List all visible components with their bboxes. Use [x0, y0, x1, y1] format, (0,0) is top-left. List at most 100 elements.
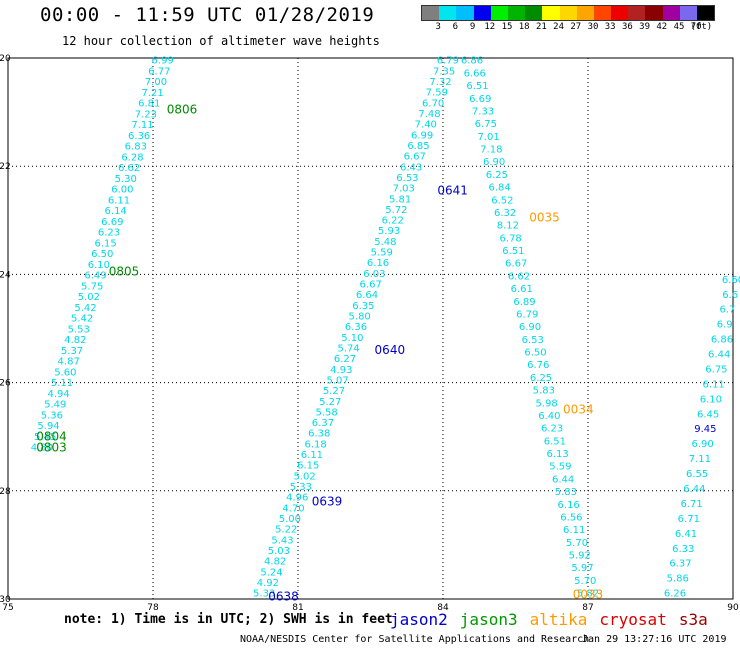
swh-value: 5.49 — [44, 400, 66, 411]
swh-value: 5.92 — [569, 551, 591, 562]
swh-value: 4.96 — [286, 493, 308, 504]
swh-value: 8.12 — [497, 221, 519, 232]
legend-swatch — [593, 6, 612, 20]
legend-swatch — [576, 6, 594, 20]
swh-value: 7.21 — [141, 88, 163, 99]
swh-value: 5.07 — [327, 375, 349, 386]
legend-label: 12 — [484, 22, 496, 32]
pass-label: 0033 — [573, 588, 604, 602]
swh-value: 6.81 — [138, 99, 160, 110]
swh-value: 6.62 — [508, 271, 530, 282]
swh-value: 6.51 — [466, 81, 488, 92]
swh-value: 7.32 — [429, 77, 451, 88]
legend-swatches — [421, 5, 716, 21]
swh-value: 5.27 — [319, 397, 341, 408]
swh-value: 5.86 — [667, 574, 689, 585]
swh-value: 6.66 — [464, 68, 486, 79]
swh-value: 5.93 — [378, 226, 400, 237]
swh-value: 6.62 — [118, 163, 140, 174]
lat-tick-label: 30 — [0, 595, 11, 605]
swh-value: 6.53 — [522, 335, 544, 346]
swh-value: 5.00 — [279, 514, 301, 525]
swh-value: 6.13 — [546, 449, 568, 460]
legend-swatch — [679, 6, 697, 20]
swh-value: 5.03 — [268, 546, 290, 557]
swh-value: 7.00 — [145, 77, 167, 88]
credit-text: NOAA/NESDIS Center for Satellite Applica… — [240, 634, 590, 645]
swh-value: 6.7 — [720, 305, 736, 316]
lon-tick-label: 78 — [147, 603, 159, 613]
swh-value: 7.40 — [415, 120, 437, 131]
swh-value: 7.01 — [477, 132, 499, 143]
swh-value: 7.03 — [393, 184, 415, 195]
swh-value: 4.80 — [31, 443, 53, 454]
swh-value: 6.14 — [105, 206, 127, 217]
swh-value: 6.9 — [717, 320, 733, 331]
swh-value: 7.23 — [135, 109, 157, 120]
swh-value: 5.82 — [577, 589, 599, 600]
swh-value: 6.51 — [502, 246, 524, 257]
generated-timestamp: Jan 29 13:27:16 UTC 2019 — [582, 634, 727, 645]
swh-value: 6.23 — [98, 228, 120, 239]
swh-value: 5.83 — [555, 487, 577, 498]
swh-value: 7.48 — [418, 109, 440, 120]
swh-value: 6.37 — [312, 418, 334, 429]
swh-value: 7.33 — [472, 106, 494, 117]
legend-label: 9 — [469, 22, 476, 32]
swh-value: 5.59 — [371, 248, 393, 259]
swh-value: 5.36 — [41, 410, 63, 421]
swh-value: 6.84 — [488, 183, 510, 194]
swh-value: 6.11 — [301, 450, 323, 461]
swh-value: 5.48 — [374, 237, 396, 248]
swh-value: 5.42 — [74, 303, 96, 314]
pass-label: 0804 — [36, 430, 67, 444]
swh-value: 5.11 — [51, 378, 73, 389]
legend-label: 30 — [587, 22, 599, 32]
swh-value: 5.97 — [571, 563, 593, 574]
swh-value: 6.00 — [111, 185, 133, 196]
swh-value: 6.40 — [538, 411, 560, 422]
swh-value: 6.36 — [345, 322, 367, 333]
lon-tick-label: 75 — [2, 603, 13, 613]
map-frame — [7, 57, 734, 600]
legend-swatch — [490, 6, 508, 20]
swh-value: 6.99 — [411, 130, 433, 141]
legend-label: 3 — [435, 22, 441, 32]
swh-value: 6.6 — [722, 290, 738, 301]
swh-value: 6.75 — [705, 364, 727, 375]
swh-value: 6.85 — [407, 141, 429, 152]
wave-height-color-legend: 3 6 9 12 15 18 21 24 27 30 33 36 39 42 45 70 (ft) — [421, 5, 716, 33]
swh-value: 5.02 — [293, 471, 315, 482]
swh-value: 6.79 — [516, 309, 538, 320]
footer-note: note: 1) Time is in UTC; 2) SWH is in fe… — [64, 612, 393, 627]
swh-value: 6.90 — [691, 439, 713, 450]
swh-value: 5.75 — [81, 281, 103, 292]
swh-value: 6.61 — [511, 284, 533, 295]
swh-value: 6.79 — [437, 56, 459, 67]
legend-label: 39 — [639, 22, 651, 32]
swh-value: 6.78 — [500, 233, 522, 244]
pass-label: 0641 — [437, 184, 468, 198]
swh-value: 6.33 — [672, 544, 694, 555]
swh-value: 5.37 — [61, 346, 83, 357]
swh-value: 6.15 — [94, 238, 116, 249]
swh-value: 6.27 — [334, 354, 356, 365]
swh-value: 6.25 — [486, 170, 508, 181]
swh-value: 5.80 — [349, 311, 371, 322]
lat-tick-label: 20 — [0, 54, 11, 64]
swh-value: 6.26 — [664, 589, 686, 600]
swh-value: 6.71 — [678, 514, 700, 525]
swh-value: 6.90 — [519, 322, 541, 333]
swh-value: 6.10 — [700, 394, 722, 405]
legend-label: 24 — [553, 22, 565, 32]
swh-value: 5.72 — [385, 205, 407, 216]
legend-swatch — [611, 6, 629, 20]
swh-value: 6.43 — [400, 162, 422, 173]
legend-swatch — [439, 6, 457, 20]
legend-label: 33 — [604, 22, 616, 32]
lon-tick-label: 84 — [437, 603, 449, 613]
satellite-legend-jason2: jason2 — [390, 610, 448, 629]
swh-value: 5.27 — [323, 386, 345, 397]
swh-value: 5.70 — [574, 576, 596, 587]
